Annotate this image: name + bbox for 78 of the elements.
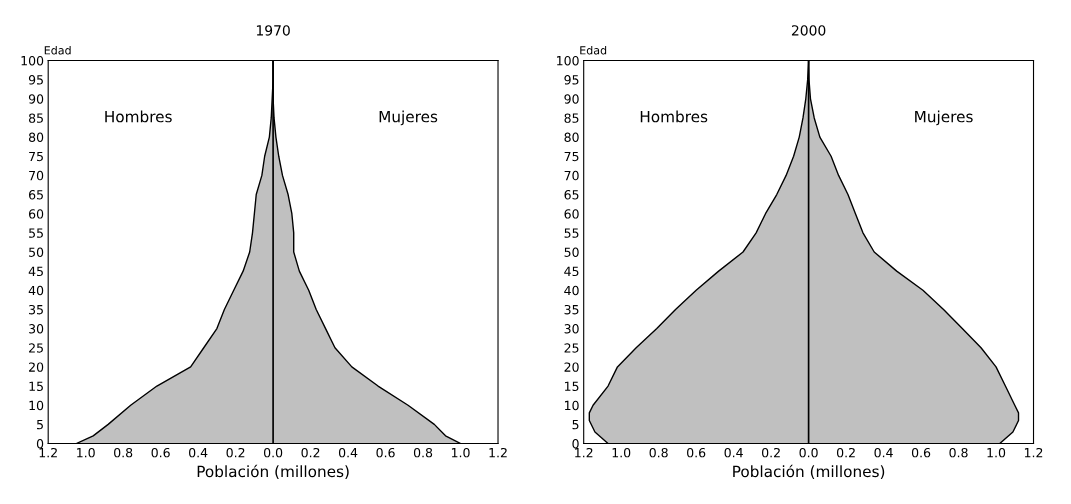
- y-tick-label: 0: [36, 438, 44, 449]
- x-tick-label: 1.2: [575, 447, 593, 458]
- y-tick-label: 95: [564, 75, 579, 85]
- x-tick-label: 1.0: [77, 447, 95, 458]
- x-tick-label: 0.6: [687, 447, 706, 458]
- y-tick-label: 100: [21, 55, 44, 66]
- y-tick-label: 85: [564, 113, 579, 123]
- y-tick-label: 80: [28, 132, 44, 143]
- x-tick-label: 0.6: [911, 447, 931, 458]
- y-tick-label: 60: [29, 209, 44, 219]
- y-tick-label: 25: [564, 343, 579, 353]
- y-tick-label: 25: [29, 343, 43, 353]
- y-tick-label: 30: [564, 324, 579, 334]
- x-axis-title: Población (millones): [197, 464, 349, 479]
- x-tick-label: 0.8: [413, 447, 433, 458]
- x-tick-label: 1.0: [612, 447, 631, 458]
- annotation: Hombres: [105, 110, 172, 123]
- annotation: Hombres: [640, 110, 708, 123]
- x-tick-label: 0.8: [949, 447, 968, 458]
- y-tick-label: 40: [564, 285, 579, 296]
- y-tick-label: 90: [564, 94, 579, 104]
- x-tick-label: 0.4: [189, 447, 208, 458]
- annotation: Mujeres: [379, 110, 438, 126]
- x-tick-label: 1.0: [451, 447, 470, 458]
- x-tick-label: 0.2: [226, 447, 245, 458]
- y-tick-label: 70: [29, 170, 44, 181]
- y-tick-label: 50: [564, 247, 579, 257]
- chart-title: 1970: [256, 25, 290, 36]
- x-tick-label: 1.0: [987, 447, 1006, 458]
- x-tick-label: 0.2: [836, 447, 855, 458]
- y-tick-label: 35: [29, 304, 43, 315]
- y-tick-label: 60: [564, 209, 579, 219]
- x-tick-label: 0.4: [874, 447, 893, 458]
- y-tick-label: 10: [565, 400, 579, 411]
- y-tick-label: 15: [29, 381, 43, 391]
- x-tick-label: 0.6: [151, 447, 170, 458]
- y-tick-label: 55: [29, 228, 43, 238]
- x-tick-label: 0.4: [724, 447, 743, 458]
- x-tick-label: 0.4: [338, 447, 358, 458]
- y-tick-label: 85: [28, 113, 43, 123]
- y-tick-label: 75: [29, 151, 43, 162]
- y-tick-label: 45: [564, 266, 579, 277]
- y-tick-label: 20: [29, 362, 44, 372]
- x-tick-label: 0.8: [649, 447, 668, 458]
- y-axis-title: Edad: [44, 45, 71, 55]
- y-tick-label: 50: [29, 247, 44, 257]
- x-tick-label: 0.0: [263, 447, 283, 458]
- y-tick-label: 75: [564, 151, 579, 162]
- y-tick-label: 65: [564, 190, 579, 200]
- x-tick-label: 1.2: [39, 447, 57, 458]
- y-tick-label: 55: [564, 228, 579, 238]
- y-tick-label: 5: [37, 420, 43, 430]
- annotation: Mujeres: [915, 110, 973, 126]
- x-tick-label: 0.2: [301, 447, 320, 458]
- x-axis-title: Población (millones): [733, 464, 885, 479]
- x-tick-label: 0.6: [376, 447, 395, 458]
- y-tick-label: 40: [28, 285, 44, 296]
- x-tick-label: 0.0: [799, 447, 818, 458]
- y-tick-label: 100: [557, 55, 579, 66]
- y-tick-label: 65: [29, 190, 43, 200]
- x-tick-label: 0.8: [114, 447, 133, 458]
- x-tick-label: 0.2: [762, 447, 780, 458]
- chart-title: 2000: [791, 25, 826, 36]
- y-tick-label: 45: [28, 266, 43, 277]
- y-tick-label: 10: [29, 400, 44, 411]
- x-tick-label: 1.2: [489, 447, 507, 458]
- y-tick-label: 80: [564, 132, 579, 143]
- y-tick-label: 20: [564, 362, 579, 372]
- y-tick-label: 30: [29, 324, 44, 334]
- y-tick-label: 35: [564, 304, 579, 315]
- y-axis-title: Edad: [580, 45, 607, 55]
- y-tick-label: 0: [572, 438, 579, 449]
- y-tick-label: 15: [565, 381, 579, 391]
- y-tick-label: 95: [28, 75, 43, 85]
- y-tick-label: 70: [564, 170, 579, 181]
- x-tick-label: 1.2: [1024, 447, 1043, 458]
- y-tick-label: 90: [28, 94, 44, 104]
- y-tick-label: 5: [572, 420, 579, 430]
